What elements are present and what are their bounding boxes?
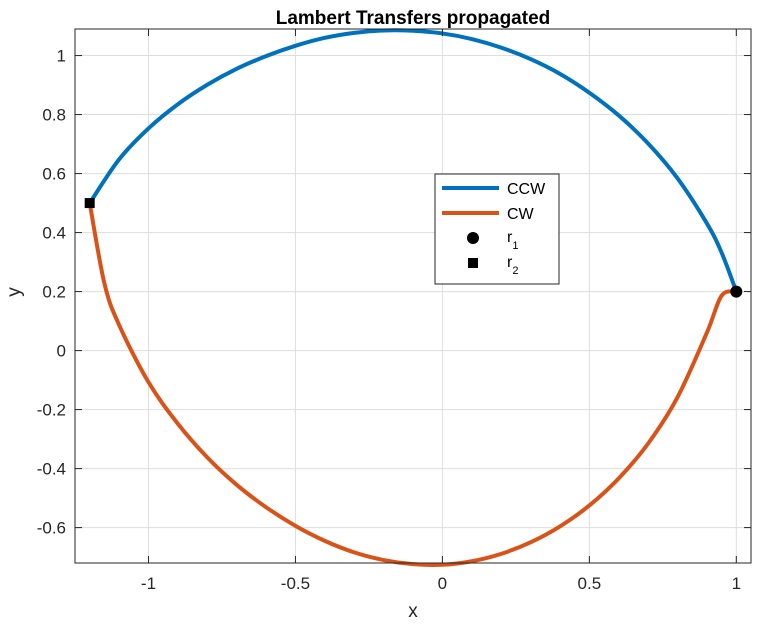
legend-subscript-r2: 2 — [512, 265, 518, 277]
marker-r1 — [730, 285, 743, 298]
legend-label-r1: r1 — [507, 229, 518, 252]
legend-label-r2: r2 — [507, 254, 518, 277]
y-tick-label: 1 — [57, 47, 66, 66]
y-tick-label: 0.2 — [42, 283, 66, 302]
x-tick-label: 0.5 — [578, 574, 602, 593]
chart-title: Lambert Transfers propagated — [276, 8, 551, 29]
legend-box — [434, 173, 560, 285]
series-line-cw — [87, 201, 739, 568]
x-axis-label: x — [408, 601, 418, 622]
axes-box — [74, 28, 752, 564]
x-tick-label: 0 — [438, 574, 447, 593]
legend-label-cw: CW — [507, 206, 535, 223]
plot-area — [84, 28, 743, 568]
y-tick-label: 0.4 — [42, 224, 66, 243]
series-line-ccw — [87, 28, 739, 294]
x-tick-label: 1 — [732, 574, 741, 593]
legend-subscript-r1: 1 — [512, 240, 518, 252]
y-tick-label: -0.4 — [37, 460, 66, 479]
x-tick-label: -1 — [141, 574, 156, 593]
grid — [75, 29, 751, 563]
y-tick-label: 0 — [57, 342, 66, 361]
x-tick-label: -0.5 — [281, 574, 310, 593]
y-tick-label: -0.2 — [37, 401, 66, 420]
y-tick-label: -0.6 — [37, 519, 66, 538]
legend-swatch-r2 — [468, 258, 478, 268]
legend-label-ccw: CCW — [507, 181, 546, 198]
y-tick-label: 0.6 — [42, 165, 66, 184]
y-tick-label: 0.8 — [42, 106, 66, 125]
y-axis-label: y — [4, 287, 25, 297]
legend-swatch-r1 — [467, 232, 479, 244]
ticks: -1 -0.5 0 0.5 1 -0.6 -0.4 -0.2 0 0.2 0.4 0.6 0.8 1 — [37, 29, 751, 593]
marker-r2 — [84, 198, 95, 209]
